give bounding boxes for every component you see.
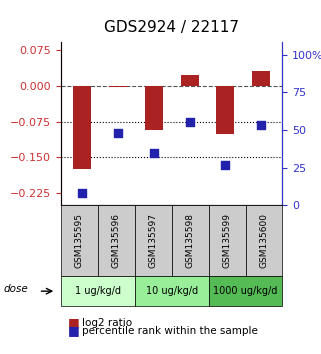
Text: log2 ratio: log2 ratio — [82, 318, 132, 328]
Text: GSM135598: GSM135598 — [186, 213, 195, 268]
Bar — [252, 71, 270, 86]
Text: dose: dose — [3, 284, 28, 295]
Bar — [145, 86, 163, 130]
Text: ■: ■ — [67, 325, 79, 337]
Text: 1 ug/kg/d: 1 ug/kg/d — [75, 286, 121, 296]
Bar — [216, 86, 234, 135]
Bar — [181, 75, 198, 86]
Text: GSM135595: GSM135595 — [75, 213, 84, 268]
Text: ■: ■ — [67, 316, 79, 329]
Text: GSM135596: GSM135596 — [112, 213, 121, 268]
Point — [80, 190, 85, 196]
Text: percentile rank within the sample: percentile rank within the sample — [82, 326, 258, 336]
Point — [258, 122, 264, 128]
Bar — [74, 86, 91, 170]
Text: GSM135597: GSM135597 — [149, 213, 158, 268]
Text: 1000 ug/kg/d: 1000 ug/kg/d — [213, 286, 278, 296]
Text: GSM135600: GSM135600 — [259, 213, 269, 268]
Text: 10 ug/kg/d: 10 ug/kg/d — [146, 286, 198, 296]
Text: GDS2924 / 22117: GDS2924 / 22117 — [104, 21, 239, 35]
Text: GSM135599: GSM135599 — [222, 213, 232, 268]
Point — [116, 130, 121, 136]
Point — [223, 162, 228, 167]
Point — [151, 150, 156, 155]
Point — [187, 120, 192, 125]
Bar — [109, 86, 127, 87]
